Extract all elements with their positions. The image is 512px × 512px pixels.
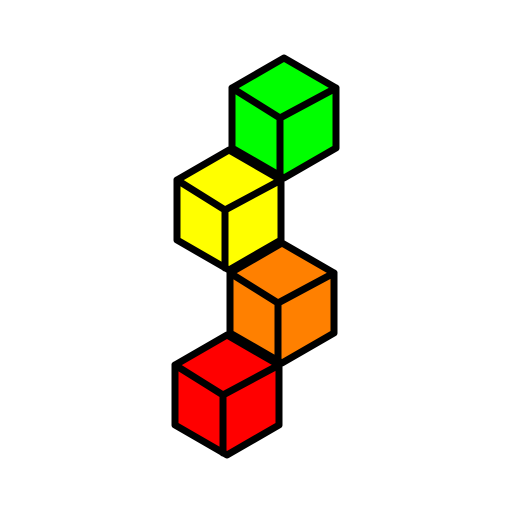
red-cube	[171, 331, 283, 459]
red-cube-outline	[171, 331, 283, 459]
orange-cube	[226, 239, 338, 367]
